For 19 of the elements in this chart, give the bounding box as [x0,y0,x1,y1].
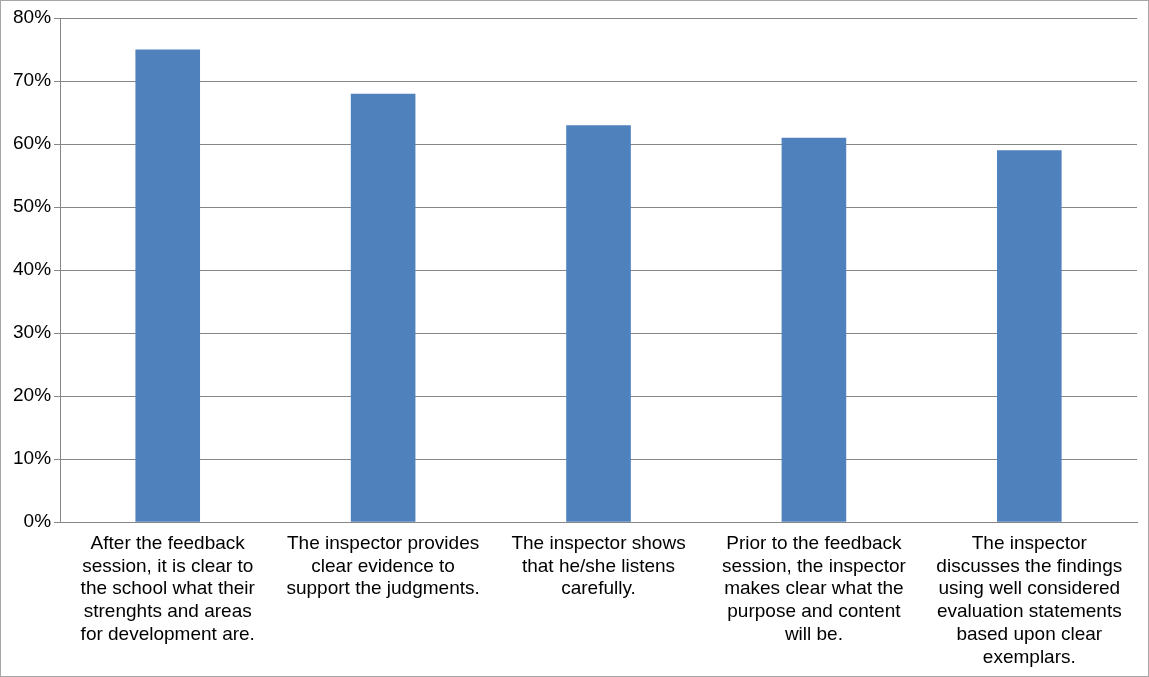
x-tick-label: The inspector provides clear evidence to support the judgments. [286,531,480,599]
y-tick-label: 60% [13,132,52,154]
y-tick-label: 30% [13,321,52,343]
bar [350,93,416,522]
x-tick-label: The inspector discusses the findings using well considered evaluation statements based upon clear exemplars. [936,531,1123,667]
bar [566,125,631,522]
bar [135,49,201,522]
y-tick-label: 40% [13,258,52,280]
y-tick-label: 0% [23,510,52,532]
x-tick-label: The inspector shows that he/she listens carefully. [511,531,686,599]
bar [781,137,847,522]
y-tick-label: 80% [13,6,52,28]
y-tick-label: 50% [13,195,52,217]
y-tick-label: 20% [13,384,52,406]
bar [996,150,1062,522]
x-tick-label: After the feedback session, it is clear to the school what their strenghts and areas for development are. [80,531,256,645]
y-tick-label: 10% [13,447,52,469]
y-tick-label: 70% [13,69,52,91]
x-tick-label: Prior to the feedback session, the inspector makes clear what the purpose and content will be. [722,531,907,645]
